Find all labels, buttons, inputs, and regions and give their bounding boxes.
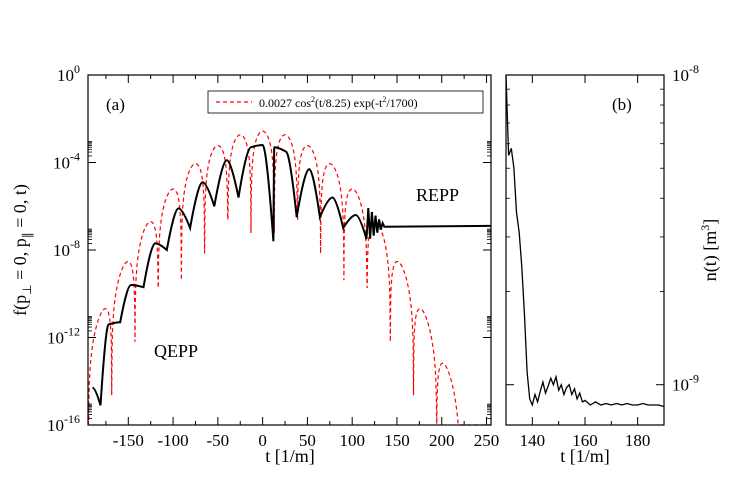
panel-a-x-axis-label: t [1/m] — [265, 446, 315, 466]
panel-a-frame — [87, 74, 492, 426]
y-tick-label: 10-8 — [672, 62, 699, 85]
panel-b-label: (b) — [612, 95, 632, 114]
x-tick-label: 100 — [339, 431, 365, 450]
x-tick-label: 0 — [258, 431, 267, 450]
simulation-curve — [92, 143, 492, 406]
x-tick-label: -100 — [157, 431, 188, 450]
x-tick-label: 200 — [429, 431, 455, 450]
model-curve-dashed — [87, 130, 491, 426]
y-tick-label: 10-4 — [53, 150, 80, 173]
x-tick-label: 50 — [299, 431, 316, 450]
panel-a-y-axis-label: f(p⊥ = 0, p∥ = 0, t) — [10, 184, 34, 316]
x-tick-label: 160 — [572, 431, 598, 450]
density-curve — [505, 74, 665, 408]
panel-b-y-axis-label: n(t) [m3] — [698, 219, 721, 281]
x-tick-label: 150 — [384, 431, 410, 450]
legend: 0.0027 cos2(t/8.25) exp(-t2/1700) — [207, 90, 484, 114]
x-tick-label: 250 — [474, 431, 500, 450]
x-tick-label: 140 — [520, 431, 546, 450]
y-tick-label: 100 — [57, 62, 80, 85]
y-tick-label: 10-8 — [53, 237, 80, 260]
panel-b-x-axis-label: t [1/m] — [560, 446, 610, 466]
y-tick-label: 10-12 — [47, 325, 80, 348]
y-tick-label: 10-9 — [672, 372, 699, 395]
y-tick-label: 10-16 — [47, 412, 80, 435]
annotation-repp: REPP — [416, 185, 459, 205]
panel-b: 140 160 180 10-8 10-9 (b) t [1/m] n(t) [m3] — [505, 62, 721, 466]
x-tick-label: 180 — [625, 431, 651, 450]
annotation-qepp: QEPP — [154, 341, 198, 361]
legend-label: 0.0027 cos2(t/8.25) exp(-t2/1700) — [259, 95, 418, 110]
x-tick-label: -50 — [207, 431, 230, 450]
legend-box — [207, 90, 484, 114]
panel-b-frame — [505, 74, 665, 426]
panel-a: -150 -100 -50 0 50 100 150 200 250 100 10-4 10-8 10-… — [10, 62, 499, 466]
panel-a-label: (a) — [106, 95, 125, 114]
x-tick-label: -150 — [113, 431, 144, 450]
